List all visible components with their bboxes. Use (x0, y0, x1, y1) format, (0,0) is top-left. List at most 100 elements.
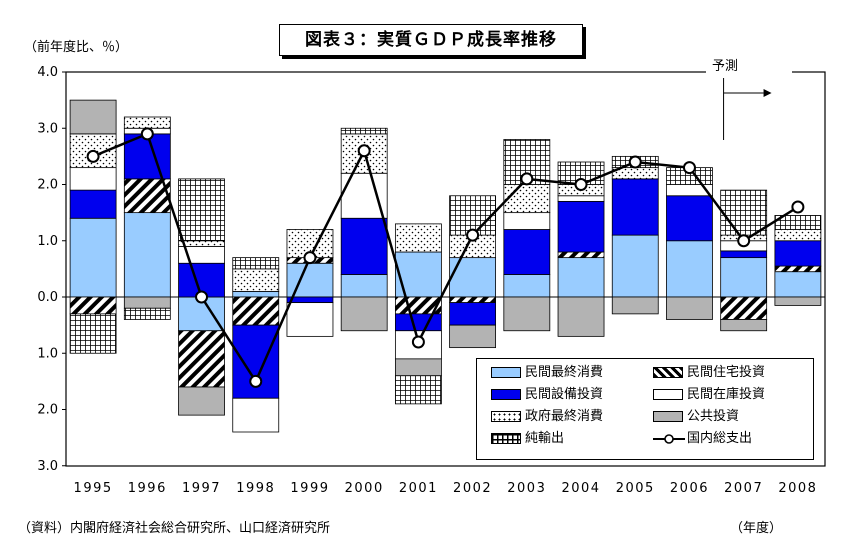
y-tick-label: 1.0 (37, 346, 58, 361)
chart-title: 図表３：実質ＧＤＰ成長率推移 (279, 24, 583, 56)
bar-net_exports (449, 195, 497, 236)
bar-private_inventory (286, 302, 334, 337)
bar-private_consumption (232, 290, 280, 298)
bar-net_exports (123, 307, 171, 320)
bar-private_consumption (123, 212, 171, 298)
bar-private_consumption (720, 257, 768, 298)
bar-private_consumption (557, 257, 605, 298)
x-tick-label: 2007 (724, 481, 763, 496)
legend-swatch-net_exports (491, 433, 521, 444)
bar-public_investment (611, 296, 659, 315)
x-tick-label: 2002 (453, 481, 492, 496)
x-tick-label: 2004 (561, 481, 600, 496)
bar-private_housing (720, 296, 768, 320)
legend-swatch-private_consumption (491, 367, 521, 378)
gdp-point (791, 200, 805, 214)
bar-private_equipment (666, 195, 713, 242)
unit-label: （前年度比、％） (24, 40, 129, 55)
bar-private_equipment (720, 250, 768, 259)
bar-public_investment (503, 296, 551, 332)
x-tick-label: 2001 (399, 481, 438, 496)
gdp-point (249, 374, 263, 388)
bar-private_inventory (557, 195, 605, 202)
gdp-point (86, 149, 100, 163)
bar-public_investment (449, 324, 497, 349)
bar-private_equipment (774, 240, 822, 267)
bar-private_housing (774, 265, 822, 273)
bar-public_investment (666, 296, 713, 320)
bar-net_exports (340, 127, 388, 135)
bar-private_housing (123, 178, 171, 214)
y-tick-label: 3.0 (37, 459, 58, 474)
bar-private_housing (69, 296, 117, 315)
bar-net_exports (69, 313, 117, 354)
legend-label: 民間最終消費 (525, 365, 604, 380)
y-tick-label: 4.0 (37, 65, 58, 80)
bar-private_housing (232, 296, 280, 326)
y-tick-label: 0.0 (37, 290, 58, 305)
bar-government_consumption (503, 184, 551, 214)
forecast-label-bg (706, 66, 792, 78)
bar-private_housing (178, 330, 225, 388)
gdp-point (411, 335, 425, 349)
legend-label: 政府最終消費 (525, 409, 604, 424)
gdp-point (574, 178, 588, 191)
bar-government_consumption (123, 116, 171, 129)
x-tick-label: 2006 (670, 481, 709, 496)
bar-public_investment (178, 386, 225, 416)
x-tick-label: 1998 (236, 481, 275, 496)
legend-swatch-private_housing (653, 367, 683, 378)
bar-private_consumption (666, 240, 713, 298)
x-tick-label: 2005 (616, 481, 655, 496)
gdp-point (520, 172, 534, 186)
y-tick-label: 2.0 (37, 178, 58, 193)
legend-label: 国内総支出 (687, 431, 753, 446)
legend: 民間最終消費 民間住宅投資 民間設備投資 民間在庫投資 政府最終消費 公共投資 純輸出 国内総… (476, 358, 814, 460)
x-tick-label: 1995 (74, 481, 113, 496)
bar-public_investment (720, 319, 768, 332)
gdp-point (628, 155, 642, 169)
legend-line-icon (653, 434, 685, 444)
x-tick-label: 2000 (345, 481, 384, 496)
bar-private_equipment (557, 200, 605, 253)
bar-public_investment (774, 296, 822, 306)
bar-private_consumption (340, 274, 388, 298)
bar-private_equipment (286, 296, 334, 304)
x-unit-label: （年度） (730, 521, 783, 536)
plot-frame (65, 71, 826, 467)
bar-private_equipment (340, 217, 388, 275)
bar-public_investment (123, 296, 171, 309)
bar-private_consumption (774, 271, 822, 298)
bar-private_equipment (69, 189, 117, 219)
gdp-point (195, 290, 209, 304)
bar-net_exports (394, 375, 442, 405)
x-tick-label: 1999 (290, 481, 329, 496)
bar-public_investment (340, 296, 388, 332)
bar-private_equipment (503, 229, 551, 275)
bar-private_consumption (503, 274, 551, 298)
bar-net_exports (232, 257, 280, 270)
legend-label: 民間在庫投資 (687, 387, 766, 402)
bar-net_exports (178, 178, 225, 242)
bar-private_equipment (394, 313, 442, 332)
bar-private_inventory (69, 167, 117, 191)
bar-government_consumption (394, 223, 442, 253)
bar-government_consumption (232, 268, 280, 292)
bar-private_housing (557, 251, 605, 259)
legend-label: 民間住宅投資 (687, 365, 766, 380)
x-tick-label: 2003 (507, 481, 546, 496)
bar-private_inventory (503, 212, 551, 230)
y-tick-label: 3.0 (37, 121, 58, 136)
legend-swatch-government_consumption (491, 411, 521, 422)
gdp-line (92, 132, 799, 385)
bar-public_investment (557, 296, 605, 337)
x-tick-label: 1996 (128, 481, 167, 496)
bar-private_consumption (69, 217, 117, 298)
bar-private_equipment (449, 302, 497, 326)
forecast-label: 予測 (712, 59, 739, 74)
gdp-point (466, 228, 480, 242)
gdp-point (682, 161, 696, 175)
gdp-point (357, 144, 371, 158)
bar-private_consumption (449, 257, 497, 298)
bar-public_investment (69, 99, 117, 135)
